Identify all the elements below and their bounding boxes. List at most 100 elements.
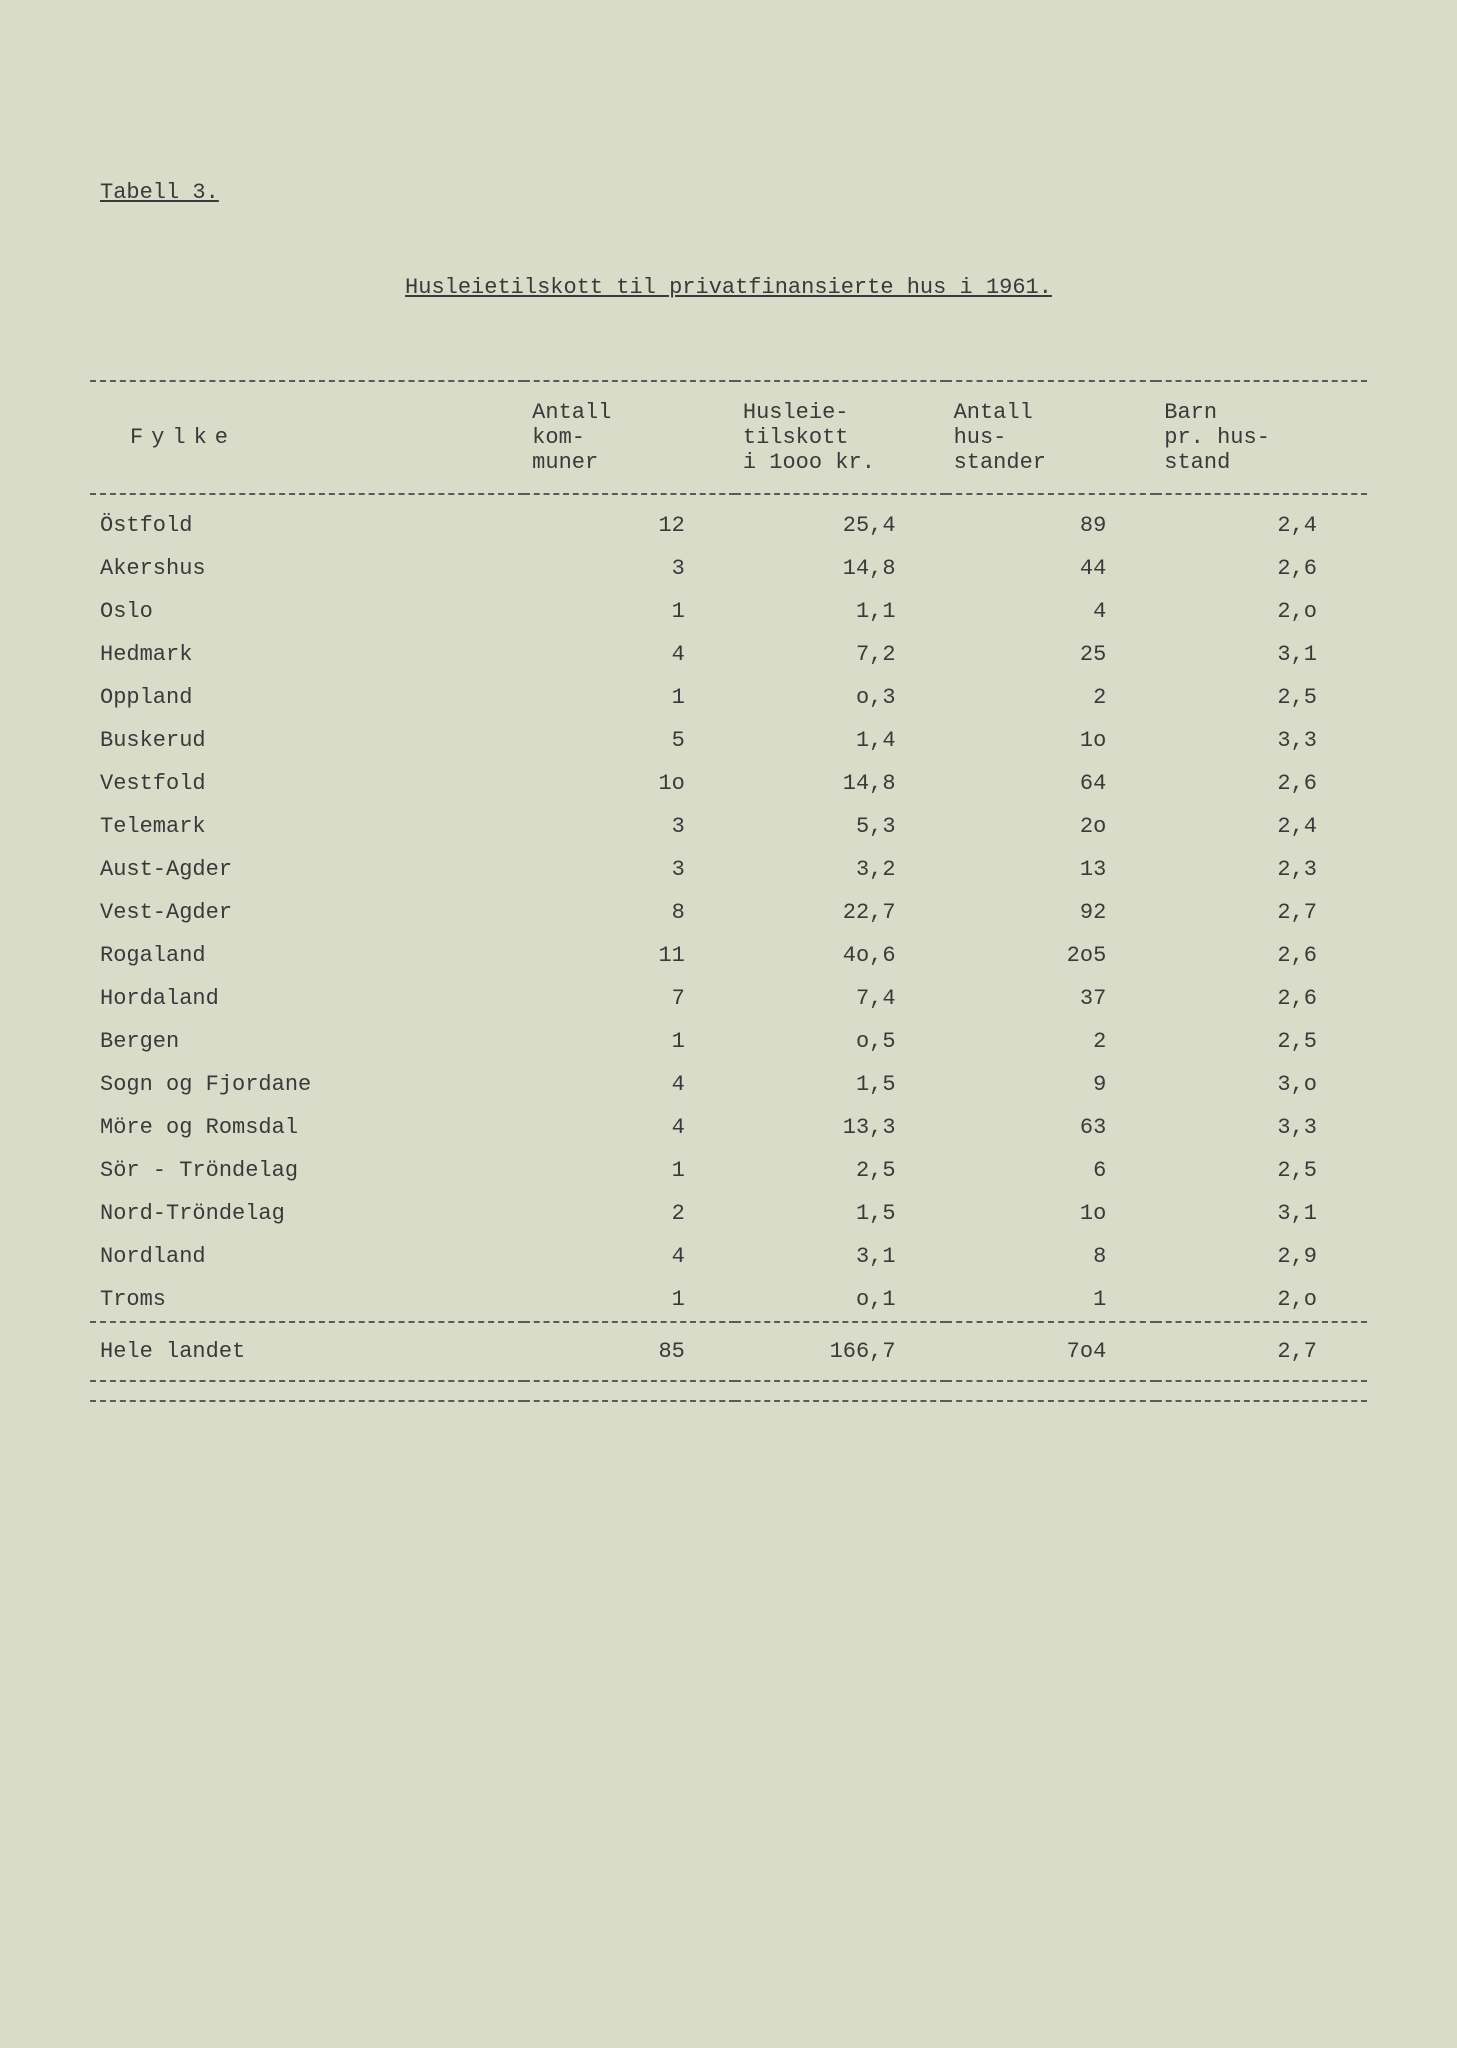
- cell-kommuner: 11: [524, 934, 735, 977]
- cell-husstander: 63: [946, 1106, 1157, 1149]
- cell-barn: 2,6: [1156, 934, 1367, 977]
- col-header-barn: Barnpr. hus-stand: [1156, 381, 1367, 494]
- cell-fylke: Vest-Agder: [90, 891, 524, 934]
- cell-kommuner: 3: [524, 805, 735, 848]
- cell-fylke: Östfold: [90, 494, 524, 547]
- cell-barn: 3,3: [1156, 1106, 1367, 1149]
- cell-fylke: Vestfold: [90, 762, 524, 805]
- cell-fylke: Sogn og Fjordane: [90, 1063, 524, 1106]
- cell-fylke: Rogaland: [90, 934, 524, 977]
- cell-fylke: Hordaland: [90, 977, 524, 1020]
- table-total-row: Hele landet 85 166,7 7o4 2,7: [90, 1322, 1367, 1381]
- cell-kommuner: 12: [524, 494, 735, 547]
- total-husstander: 7o4: [946, 1322, 1157, 1381]
- cell-husstander: 25: [946, 633, 1157, 676]
- cell-tilskott: 13,3: [735, 1106, 946, 1149]
- cell-kommuner: 1: [524, 1149, 735, 1192]
- cell-kommuner: 1o: [524, 762, 735, 805]
- table-row: Buskerud51,41o3,3: [90, 719, 1367, 762]
- cell-kommuner: 3: [524, 848, 735, 891]
- cell-husstander: 1: [946, 1278, 1157, 1322]
- cell-husstander: 1o: [946, 1192, 1157, 1235]
- cell-barn: 2,3: [1156, 848, 1367, 891]
- cell-kommuner: 1: [524, 1278, 735, 1322]
- cell-barn: 3,1: [1156, 633, 1367, 676]
- cell-husstander: 4: [946, 590, 1157, 633]
- cell-tilskott: 1,5: [735, 1063, 946, 1106]
- table-row: Vestfold1o14,8642,6: [90, 762, 1367, 805]
- cell-barn: 2,6: [1156, 547, 1367, 590]
- cell-tilskott: 14,8: [735, 547, 946, 590]
- cell-husstander: 2o5: [946, 934, 1157, 977]
- table-row: Hordaland77,4372,6: [90, 977, 1367, 1020]
- cell-husstander: 2: [946, 676, 1157, 719]
- cell-fylke: Oslo: [90, 590, 524, 633]
- cell-fylke: Möre og Romsdal: [90, 1106, 524, 1149]
- table-row: Hedmark47,2253,1: [90, 633, 1367, 676]
- table-row: Telemark35,32o2,4: [90, 805, 1367, 848]
- cell-barn: 2,5: [1156, 1020, 1367, 1063]
- cell-fylke: Troms: [90, 1278, 524, 1322]
- total-fylke: Hele landet: [90, 1322, 524, 1381]
- col-header-husstander: Antallhus-stander: [946, 381, 1157, 494]
- cell-barn: 3,1: [1156, 1192, 1367, 1235]
- cell-husstander: 13: [946, 848, 1157, 891]
- table-row: Vest-Agder822,7922,7: [90, 891, 1367, 934]
- cell-tilskott: 1,5: [735, 1192, 946, 1235]
- cell-kommuner: 5: [524, 719, 735, 762]
- cell-husstander: 64: [946, 762, 1157, 805]
- table-row: Rogaland114o,62o52,6: [90, 934, 1367, 977]
- document-title: Husleietilskott til privatfinansierte hu…: [90, 275, 1367, 300]
- cell-husstander: 44: [946, 547, 1157, 590]
- cell-husstander: 92: [946, 891, 1157, 934]
- cell-husstander: 6: [946, 1149, 1157, 1192]
- cell-tilskott: 1,4: [735, 719, 946, 762]
- data-table: Fylke Antallkom-muner Husleie-tilskotti …: [90, 380, 1367, 1402]
- cell-tilskott: 1,1: [735, 590, 946, 633]
- cell-kommuner: 2: [524, 1192, 735, 1235]
- cell-fylke: Buskerud: [90, 719, 524, 762]
- cell-husstander: 9: [946, 1063, 1157, 1106]
- col-header-fylke: Fylke: [90, 381, 524, 494]
- table-row: Sogn og Fjordane41,593,o: [90, 1063, 1367, 1106]
- cell-husstander: 1o: [946, 719, 1157, 762]
- table-row: Möre og Romsdal413,3633,3: [90, 1106, 1367, 1149]
- table-body: Östfold1225,4892,4Akershus314,8442,6Oslo…: [90, 494, 1367, 1322]
- cell-barn: 2,5: [1156, 1149, 1367, 1192]
- cell-kommuner: 4: [524, 633, 735, 676]
- cell-tilskott: 25,4: [735, 494, 946, 547]
- cell-barn: 3,3: [1156, 719, 1367, 762]
- cell-barn: 2,5: [1156, 676, 1367, 719]
- total-tilskott: 166,7: [735, 1322, 946, 1381]
- cell-kommuner: 4: [524, 1063, 735, 1106]
- cell-fylke: Oppland: [90, 676, 524, 719]
- cell-kommuner: 7: [524, 977, 735, 1020]
- cell-barn: 3,o: [1156, 1063, 1367, 1106]
- cell-tilskott: 5,3: [735, 805, 946, 848]
- col-header-kommuner: Antallkom-muner: [524, 381, 735, 494]
- table-label: Tabell 3.: [100, 180, 1367, 205]
- cell-fylke: Aust-Agder: [90, 848, 524, 891]
- cell-fylke: Nordland: [90, 1235, 524, 1278]
- cell-barn: 2,o: [1156, 1278, 1367, 1322]
- cell-kommuner: 1: [524, 676, 735, 719]
- cell-tilskott: 3,1: [735, 1235, 946, 1278]
- table-row: Akershus314,8442,6: [90, 547, 1367, 590]
- cell-barn: 2,o: [1156, 590, 1367, 633]
- cell-kommuner: 3: [524, 547, 735, 590]
- cell-kommuner: 4: [524, 1235, 735, 1278]
- cell-barn: 2,6: [1156, 762, 1367, 805]
- cell-barn: 2,4: [1156, 805, 1367, 848]
- cell-kommuner: 1: [524, 1020, 735, 1063]
- table-row: Östfold1225,4892,4: [90, 494, 1367, 547]
- cell-kommuner: 4: [524, 1106, 735, 1149]
- table-row: Nord-Tröndelag21,51o3,1: [90, 1192, 1367, 1235]
- table-row: Nordland43,182,9: [90, 1235, 1367, 1278]
- cell-husstander: 37: [946, 977, 1157, 1020]
- cell-barn: 2,9: [1156, 1235, 1367, 1278]
- cell-fylke: Hedmark: [90, 633, 524, 676]
- cell-tilskott: 14,8: [735, 762, 946, 805]
- cell-tilskott: 7,4: [735, 977, 946, 1020]
- cell-barn: 2,4: [1156, 494, 1367, 547]
- table-header-row: Fylke Antallkom-muner Husleie-tilskotti …: [90, 381, 1367, 494]
